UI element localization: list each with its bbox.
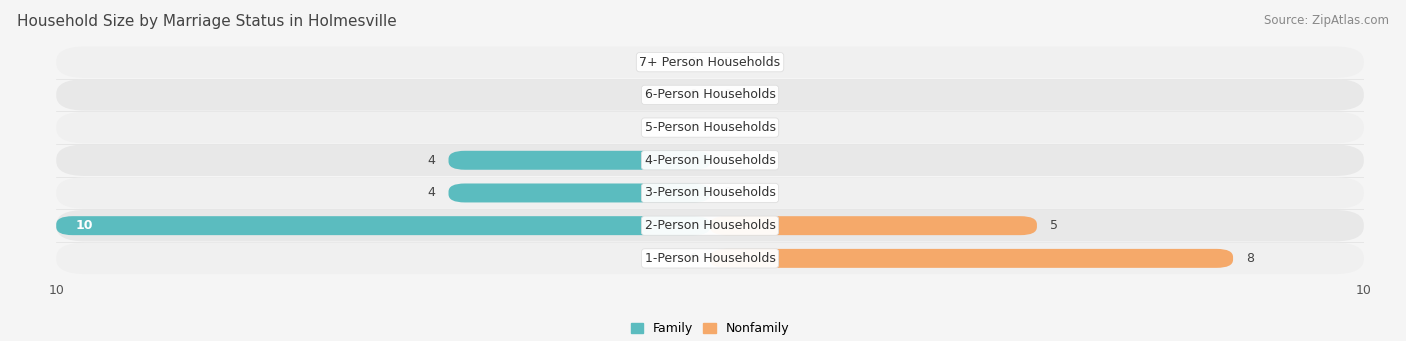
FancyBboxPatch shape bbox=[710, 216, 1038, 235]
Text: 0: 0 bbox=[723, 121, 731, 134]
Text: 4: 4 bbox=[427, 187, 436, 199]
Text: 0: 0 bbox=[689, 121, 697, 134]
Text: 1-Person Households: 1-Person Households bbox=[644, 252, 776, 265]
FancyBboxPatch shape bbox=[56, 216, 710, 235]
Text: 0: 0 bbox=[689, 252, 697, 265]
Text: 10: 10 bbox=[76, 219, 93, 232]
Text: 2-Person Households: 2-Person Households bbox=[644, 219, 776, 232]
Text: Household Size by Marriage Status in Holmesville: Household Size by Marriage Status in Hol… bbox=[17, 14, 396, 29]
FancyBboxPatch shape bbox=[56, 145, 1364, 176]
Text: 5: 5 bbox=[1050, 219, 1057, 232]
Text: 4: 4 bbox=[427, 154, 436, 167]
Text: 0: 0 bbox=[723, 187, 731, 199]
Text: 3-Person Households: 3-Person Households bbox=[644, 187, 776, 199]
Text: 5-Person Households: 5-Person Households bbox=[644, 121, 776, 134]
FancyBboxPatch shape bbox=[56, 46, 1364, 78]
FancyBboxPatch shape bbox=[710, 249, 1233, 268]
FancyBboxPatch shape bbox=[449, 151, 710, 170]
Text: 7+ Person Households: 7+ Person Households bbox=[640, 56, 780, 69]
Legend: Family, Nonfamily: Family, Nonfamily bbox=[626, 317, 794, 340]
FancyBboxPatch shape bbox=[56, 243, 1364, 274]
Text: 0: 0 bbox=[689, 56, 697, 69]
Text: 0: 0 bbox=[689, 88, 697, 101]
FancyBboxPatch shape bbox=[449, 183, 710, 203]
FancyBboxPatch shape bbox=[56, 79, 1364, 110]
Text: 8: 8 bbox=[1246, 252, 1254, 265]
Text: 0: 0 bbox=[723, 56, 731, 69]
Text: 0: 0 bbox=[723, 88, 731, 101]
FancyBboxPatch shape bbox=[56, 177, 1364, 209]
Text: 6-Person Households: 6-Person Households bbox=[644, 88, 776, 101]
Text: 4-Person Households: 4-Person Households bbox=[644, 154, 776, 167]
Text: Source: ZipAtlas.com: Source: ZipAtlas.com bbox=[1264, 14, 1389, 27]
FancyBboxPatch shape bbox=[56, 112, 1364, 143]
Text: 0: 0 bbox=[723, 154, 731, 167]
FancyBboxPatch shape bbox=[56, 210, 1364, 241]
